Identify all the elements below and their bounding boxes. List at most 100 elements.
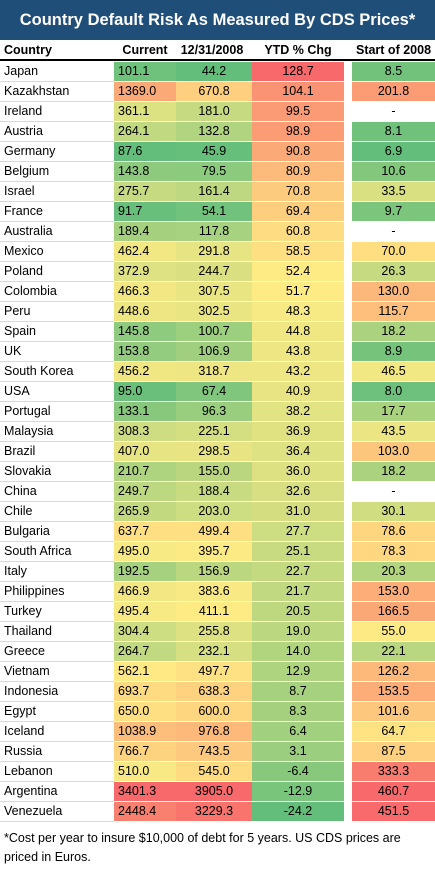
ytd-change-cell: 27.7 [252, 522, 344, 541]
start-2008-cell: 460.7 [352, 782, 435, 801]
dec-2008-cell: 383.6 [176, 582, 252, 601]
start-2008-cell: 9.7 [352, 202, 435, 221]
dec-2008-cell: 298.5 [176, 442, 252, 461]
dec-2008-cell: 545.0 [176, 762, 252, 781]
country-cell: Australia [4, 224, 53, 238]
current-cell: 304.4 [114, 622, 176, 641]
country-cell: Portugal [4, 404, 51, 418]
country-cell: UK [4, 344, 22, 358]
ytd-change-cell: 8.3 [252, 702, 344, 721]
dec-2008-cell: 743.5 [176, 742, 252, 761]
ytd-change-cell: 70.8 [252, 182, 344, 201]
table-row: South Africa 495.0 395.7 25.1 78.3 [0, 542, 435, 562]
start-2008-cell: 6.9 [352, 142, 435, 161]
country-cell: Colombia [4, 284, 57, 298]
start-2008-cell: 22.1 [352, 642, 435, 661]
table-row: Kazakhstan 1369.0 670.8 104.1 201.8 [0, 82, 435, 102]
start-2008-cell: 130.0 [352, 282, 435, 301]
dec-2008-cell: 155.0 [176, 462, 252, 481]
ytd-change-cell: 6.4 [252, 722, 344, 741]
table-row: Italy 192.5 156.9 22.7 20.3 [0, 562, 435, 582]
country-cell: Indonesia [4, 684, 59, 698]
start-2008-cell: 87.5 [352, 742, 435, 761]
ytd-change-cell: 36.0 [252, 462, 344, 481]
ytd-change-cell: 60.8 [252, 222, 344, 241]
current-cell: 495.0 [114, 542, 176, 561]
country-cell: South Africa [4, 544, 72, 558]
start-2008-cell: 78.3 [352, 542, 435, 561]
row-divider [0, 241, 114, 242]
country-cell: Belgium [4, 164, 50, 178]
table-row: Germany 87.6 45.9 90.8 6.9 [0, 142, 435, 162]
dec-2008-cell: 600.0 [176, 702, 252, 721]
dec-2008-cell: 638.3 [176, 682, 252, 701]
country-cell: Bulgaria [4, 524, 50, 538]
current-cell: 462.4 [114, 242, 176, 261]
current-cell: 153.8 [114, 342, 176, 361]
dec-2008-cell: 255.8 [176, 622, 252, 641]
dec-2008-cell: 45.9 [176, 142, 252, 161]
country-cell: Turkey [4, 604, 42, 618]
dec-2008-cell: 117.8 [176, 222, 252, 241]
row-divider [0, 581, 114, 582]
row-divider [0, 761, 114, 762]
start-2008-cell: 33.5 [352, 182, 435, 201]
row-divider [0, 661, 114, 662]
ytd-change-cell: -12.9 [252, 782, 344, 801]
row-divider [0, 521, 114, 522]
ytd-change-cell: 12.9 [252, 662, 344, 681]
ytd-change-cell: 90.8 [252, 142, 344, 161]
ytd-change-cell: 40.9 [252, 382, 344, 401]
row-divider [0, 321, 114, 322]
table-row: Slovakia 210.7 155.0 36.0 18.2 [0, 462, 435, 482]
country-cell: USA [4, 384, 30, 398]
row-divider [0, 461, 114, 462]
current-cell: 448.6 [114, 302, 176, 321]
row-divider [0, 641, 114, 642]
table-row: Russia 766.7 743.5 3.1 87.5 [0, 742, 435, 762]
ytd-change-cell: 32.6 [252, 482, 344, 501]
current-cell: 264.7 [114, 642, 176, 661]
current-cell: 91.7 [114, 202, 176, 221]
country-cell: Iceland [4, 724, 45, 738]
row-divider [0, 801, 114, 802]
dec-2008-cell: 232.1 [176, 642, 252, 661]
ytd-change-cell: 36.9 [252, 422, 344, 441]
country-cell: Japan [4, 64, 39, 78]
table-row: Colombia 466.3 307.5 51.7 130.0 [0, 282, 435, 302]
table-row: Brazil 407.0 298.5 36.4 103.0 [0, 442, 435, 462]
current-cell: 562.1 [114, 662, 176, 681]
start-2008-cell: 55.0 [352, 622, 435, 641]
row-divider [0, 341, 114, 342]
start-2008-cell: - [391, 104, 396, 118]
current-cell: 264.1 [114, 122, 176, 141]
start-2008-cell: 17.7 [352, 402, 435, 421]
dec-2008-cell: 318.7 [176, 362, 252, 381]
start-2008-cell: 46.5 [352, 362, 435, 381]
country-cell: Greece [4, 644, 45, 658]
row-divider [0, 261, 114, 262]
current-cell: 361.1 [114, 102, 176, 121]
current-cell: 192.5 [114, 562, 176, 581]
table-row: Israel 275.7 161.4 70.8 33.5 [0, 182, 435, 202]
current-cell: 650.0 [114, 702, 176, 721]
row-divider [0, 441, 114, 442]
country-cell: Thailand [4, 624, 52, 638]
table-row: Egypt 650.0 600.0 8.3 101.6 [0, 702, 435, 722]
current-cell: 249.7 [114, 482, 176, 501]
country-cell: Brazil [4, 444, 36, 458]
current-cell: 466.3 [114, 282, 176, 301]
table-row: Austria 264.1 132.8 98.9 8.1 [0, 122, 435, 142]
table-row: Indonesia 693.7 638.3 8.7 153.5 [0, 682, 435, 702]
current-cell: 189.4 [114, 222, 176, 241]
table-row: Argentina 3401.3 3905.0 -12.9 460.7 [0, 782, 435, 802]
current-cell: 637.7 [114, 522, 176, 541]
table-row: Peru 448.6 302.5 48.3 115.7 [0, 302, 435, 322]
start-2008-cell: 26.3 [352, 262, 435, 281]
country-cell: Egypt [4, 704, 36, 718]
start-2008-cell: 43.5 [352, 422, 435, 441]
dec-2008-cell: 244.7 [176, 262, 252, 281]
start-2008-cell: 166.5 [352, 602, 435, 621]
row-divider [0, 561, 114, 562]
country-cell: Poland [4, 264, 43, 278]
